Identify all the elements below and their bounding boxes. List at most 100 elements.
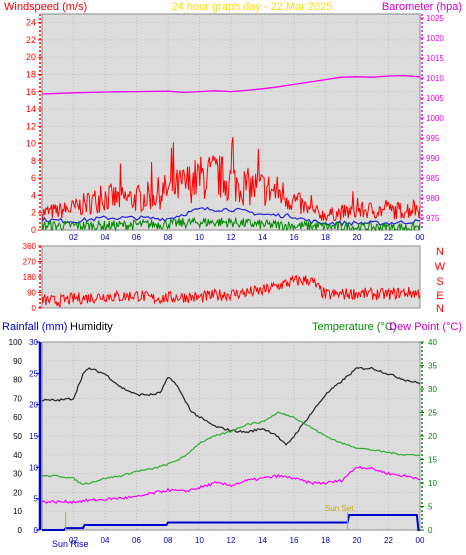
- time-tick-label: 20: [353, 536, 362, 545]
- rainfall-axis: 0 5 10 15 20 25 30: [29, 338, 42, 535]
- time-tick-label: 16: [290, 536, 299, 545]
- low-wind-line: [41, 217, 421, 232]
- wind-series: [41, 74, 421, 232]
- temperature-tick-label: 0: [428, 526, 433, 535]
- time-tick-label: 22: [384, 536, 393, 545]
- windspeed-tick-label: 24: [26, 18, 36, 28]
- rainfall-tick-label: 20: [29, 401, 38, 410]
- time-tick-label: 14: [258, 536, 267, 545]
- wind-time-axis: 02 04 06 08 10 12 14 16 18 20 22 00: [69, 233, 425, 242]
- direction-tick-label: 270: [23, 258, 37, 267]
- temperature-tick-label: 20: [428, 432, 437, 441]
- rainfall-tick-label: 5: [34, 495, 39, 504]
- humidity-tick-label: 50: [13, 432, 22, 441]
- barometer-tick-label: 1000: [426, 114, 444, 123]
- direction-tick-label: 360: [23, 242, 37, 251]
- average-wind-line: [41, 206, 421, 227]
- windspeed-tick-label: 18: [26, 69, 36, 79]
- windspeed-tick-label: 20: [26, 52, 36, 62]
- time-tick-label: 12: [227, 233, 236, 242]
- humidity-tick-label: 60: [13, 413, 22, 422]
- time-tick-label: 12: [227, 536, 236, 545]
- direction-series: [41, 274, 421, 308]
- windspeed-tick-label: 14: [26, 104, 36, 114]
- time-tick-label: 04: [101, 233, 110, 242]
- rainfall-axis-title: Rainfall (mm): [2, 321, 67, 333]
- barometer-tick-label: 1005: [426, 94, 444, 103]
- windspeed-tick-label: 16: [26, 87, 36, 97]
- temperature-tick-label: 35: [428, 362, 437, 371]
- humidity-axis-title: Humidity: [70, 321, 113, 333]
- humidity-tick-label: 90: [13, 357, 22, 366]
- rainfall-tick-label: 15: [29, 432, 38, 441]
- temperature-line: [41, 411, 421, 486]
- rainfall-tick-label: 30: [29, 338, 38, 347]
- direction-tick-label: 90: [27, 289, 36, 298]
- time-tick-label: 16: [290, 233, 299, 242]
- humidity-tick-label: 0: [18, 526, 23, 535]
- humidity-tick-label: 30: [13, 470, 22, 479]
- time-tick-label: 08: [164, 233, 173, 242]
- barometer-tick-label: 975: [426, 214, 440, 223]
- barometer-tick-label: 995: [426, 134, 440, 143]
- windspeed-tick-label: 10: [26, 139, 36, 149]
- temperature-tick-label: 5: [428, 503, 433, 512]
- temperature-tick-label: 15: [428, 456, 437, 465]
- compass-label: W: [435, 261, 446, 273]
- temperature-time-axis: 02 04 06 08 10 12 14 16 18 20 22 00: [69, 536, 425, 545]
- time-tick-label: 20: [353, 233, 362, 242]
- time-tick-label: 00: [416, 536, 425, 545]
- temperature-axis-title: Temperature (°C): [312, 321, 396, 333]
- compass-label: S: [436, 276, 443, 288]
- time-tick-label: 14: [258, 233, 267, 242]
- barometer-tick-label: 1015: [426, 54, 444, 63]
- temperature-tick-label: 25: [428, 409, 437, 418]
- temperature-series: [41, 366, 421, 531]
- temperature-axis: 0 5 10 15 20 25 30 35 40: [420, 338, 437, 535]
- temperature-tick-label: 40: [428, 338, 437, 347]
- barometer-tick-label: 1025: [426, 14, 444, 23]
- temperature-tick-label: 30: [428, 385, 437, 394]
- dewpoint-axis-title: Dew Point (°C): [389, 321, 462, 333]
- time-tick-label: 18: [321, 536, 330, 545]
- direction-axis: 0 90 180 270 360: [23, 242, 42, 313]
- barometer-tick-label: 1010: [426, 74, 444, 83]
- dewpoint-line: [41, 465, 421, 505]
- time-tick-label: 06: [132, 536, 141, 545]
- time-tick-label: 02: [69, 536, 78, 545]
- barometer-tick-label: 985: [426, 174, 440, 183]
- barometer-tick-label: 990: [426, 154, 440, 163]
- barometer-axis: 975 980 985 990 995 1000 1005 1010 1015 1020 1025: [420, 14, 444, 230]
- compass-label: N: [436, 303, 444, 315]
- windspeed-axis-title: Windspeed (m/s): [4, 1, 87, 13]
- windspeed-tick-label: 4: [31, 190, 36, 200]
- compass-labels: N W S E N: [435, 246, 446, 315]
- gust-line: [41, 137, 421, 222]
- time-tick-label: 08: [164, 536, 173, 545]
- barometer-line: [41, 74, 421, 95]
- humidity-tick-label: 40: [13, 451, 22, 460]
- direction-line: [41, 274, 421, 308]
- time-tick-label: 22: [384, 233, 393, 242]
- humidity-tick-label: 80: [13, 376, 22, 385]
- graph-title: 24 hour graph day - 22 Mar 2025: [172, 1, 333, 13]
- time-tick-label: 06: [132, 233, 141, 242]
- time-tick-label: 10: [195, 536, 204, 545]
- sunset-marker: Sun Set: [325, 504, 354, 513]
- humidity-tick-label: 20: [13, 488, 22, 497]
- humidity-line: [41, 366, 421, 446]
- windspeed-tick-label: 2: [31, 208, 36, 218]
- time-tick-label: 00: [416, 233, 425, 242]
- time-tick-label: 02: [69, 233, 78, 242]
- barometer-tick-label: 1020: [426, 34, 444, 43]
- sunrise-marker: Sun Rise: [52, 539, 89, 549]
- compass-label: E: [436, 290, 443, 302]
- humidity-tick-label: 100: [9, 338, 23, 347]
- time-tick-label: 04: [101, 536, 110, 545]
- rainfall-tick-label: 10: [29, 463, 38, 472]
- windspeed-tick-label: 8: [31, 156, 36, 166]
- compass-label: N: [436, 246, 444, 258]
- windspeed-tick-label: 6: [31, 173, 36, 183]
